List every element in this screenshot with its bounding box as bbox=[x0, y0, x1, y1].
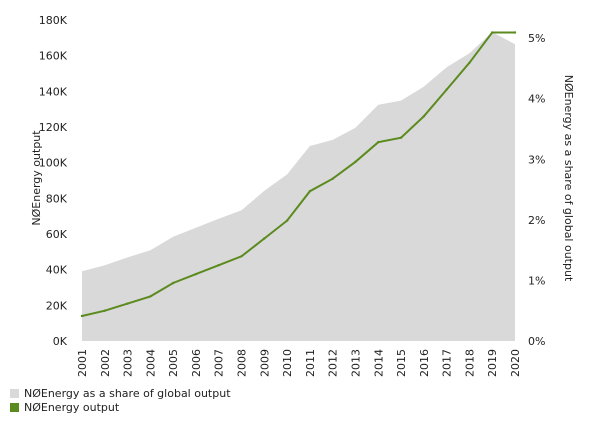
left-tick-label: 40K bbox=[46, 264, 68, 277]
x-tick-label: 2012 bbox=[327, 349, 340, 377]
x-tick-label: 2018 bbox=[463, 349, 476, 377]
left-tick-label: 20K bbox=[46, 299, 68, 312]
output-point bbox=[354, 160, 357, 163]
x-tick-label: 2009 bbox=[258, 349, 271, 377]
right-tick-label: 0% bbox=[528, 335, 545, 348]
output-point bbox=[422, 115, 426, 118]
right-tick-label: 1% bbox=[528, 274, 545, 287]
right-tick-label: 5% bbox=[528, 32, 545, 45]
left-tick-label: 180K bbox=[39, 14, 68, 27]
output-point bbox=[263, 237, 266, 240]
right-axis: 0% 1% 2% 3% 4% 5% bbox=[528, 32, 545, 348]
legend-swatch-output bbox=[10, 402, 19, 412]
output-point bbox=[149, 295, 152, 298]
output-point bbox=[491, 31, 494, 34]
share-area bbox=[82, 32, 515, 341]
x-tick-label: 2016 bbox=[418, 349, 431, 377]
left-axis-title: NØEnergy output bbox=[30, 130, 43, 226]
output-point bbox=[331, 177, 334, 180]
x-tick-label: 2014 bbox=[372, 349, 385, 377]
x-tick-label: 2004 bbox=[144, 349, 157, 377]
output-point bbox=[399, 136, 403, 139]
x-tick-label: 2002 bbox=[99, 349, 112, 377]
left-tick-label: 120K bbox=[39, 121, 68, 134]
right-tick-label: 4% bbox=[528, 93, 545, 106]
left-tick-label: 80K bbox=[46, 192, 68, 205]
x-tick-label: 2003 bbox=[122, 349, 135, 377]
output-point bbox=[80, 314, 84, 318]
legend-item-share: NØEnergy as a share of global output bbox=[10, 386, 231, 400]
output-point bbox=[103, 309, 106, 312]
x-tick-label: 2001 bbox=[76, 349, 89, 377]
left-tick-label: 0K bbox=[53, 335, 68, 348]
output-point bbox=[126, 302, 129, 305]
plot-area bbox=[80, 31, 517, 341]
right-axis-title: NØEnergy as a share of global output bbox=[562, 75, 575, 282]
legend: NØEnergy as a share of global output NØE… bbox=[10, 386, 231, 414]
x-tick-label: 2017 bbox=[441, 349, 454, 377]
output-point bbox=[445, 88, 448, 91]
legend-item-output: NØEnergy output bbox=[10, 400, 231, 414]
x-tick-label: 2019 bbox=[486, 349, 499, 377]
output-point bbox=[285, 219, 289, 222]
output-point bbox=[171, 281, 175, 285]
legend-label-output: NØEnergy output bbox=[24, 400, 120, 414]
x-tick-label: 2005 bbox=[167, 349, 180, 377]
output-point bbox=[468, 61, 471, 64]
left-axis: 0K 20K 40K 60K 80K 100K 120K 140K 160K 180K bbox=[39, 14, 68, 348]
legend-swatch-share bbox=[10, 388, 19, 398]
output-point bbox=[513, 31, 517, 34]
left-tick-label: 60K bbox=[46, 228, 68, 241]
x-tick-label: 2020 bbox=[509, 349, 522, 377]
output-point bbox=[308, 190, 312, 193]
x-tick-label: 2008 bbox=[236, 349, 249, 377]
output-line bbox=[81, 31, 515, 317]
x-tick-label: 2015 bbox=[395, 349, 408, 377]
left-tick-label: 140K bbox=[39, 85, 68, 98]
right-tick-label: 3% bbox=[528, 153, 545, 166]
x-tick-label: 2010 bbox=[281, 349, 294, 377]
output-point bbox=[217, 264, 220, 267]
x-tick-label: 2013 bbox=[349, 349, 362, 377]
right-tick-label: 2% bbox=[528, 214, 545, 227]
legend-label-share: NØEnergy as a share of global output bbox=[24, 386, 231, 400]
x-tick-label: 2006 bbox=[190, 349, 203, 377]
output-point bbox=[240, 255, 243, 258]
left-tick-label: 100K bbox=[39, 157, 68, 170]
output-point bbox=[194, 272, 198, 276]
left-tick-label: 160K bbox=[39, 50, 68, 63]
x-axis: 2001 2002 2003 2004 2005 2006 2007 2008 2009 2010… bbox=[76, 349, 522, 377]
x-tick-label: 2011 bbox=[304, 349, 317, 377]
output-point bbox=[377, 141, 380, 144]
x-tick-label: 2007 bbox=[213, 349, 226, 377]
